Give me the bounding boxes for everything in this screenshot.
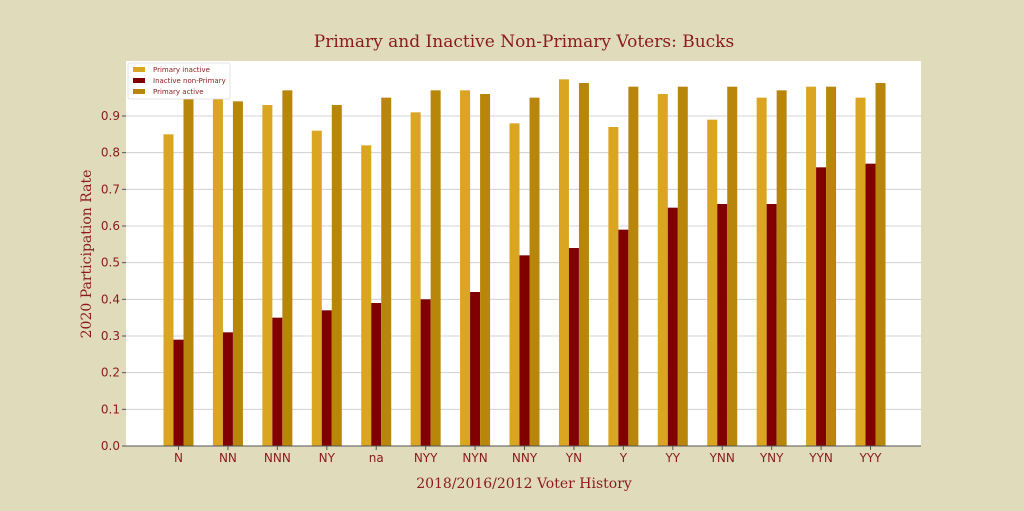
y-tick-label: 0.3 (101, 329, 120, 343)
y-tick-label: 0.1 (101, 402, 120, 416)
bar-primary-active-NNY (529, 97, 540, 447)
y-tick-label: 0.2 (101, 366, 120, 380)
chart-title: Primary and Inactive Non-Primary Voters:… (314, 32, 734, 52)
bar-primary-active-NY (331, 105, 342, 446)
bar-inactive-non-primary-YYY (865, 163, 876, 446)
bars-group (163, 79, 886, 447)
bar-primary-active-YNY (776, 90, 787, 446)
bar-primary-active-YYY (875, 83, 886, 446)
y-tick-label: 0.6 (101, 219, 120, 233)
bar-primary-active-NNN (282, 90, 293, 446)
x-tick-label: NY (319, 451, 336, 465)
bar-inactive-non-primary-N (173, 339, 184, 446)
y-axis-label: 2020 Participation Rate (79, 170, 95, 339)
bar-primary-active-NYY (430, 90, 441, 446)
bar-primary-inactive-NY (311, 130, 322, 446)
bar-inactive-non-primary-NNY (519, 255, 530, 446)
bar-primary-active-YNN (727, 86, 738, 447)
bar-primary-inactive-YY (657, 94, 668, 446)
bar-inactive-non-primary-YY (667, 207, 678, 446)
x-tick-label: YY (664, 451, 680, 465)
bar-inactive-non-primary-YNN (717, 204, 728, 446)
bar-primary-inactive-Y (608, 127, 619, 446)
y-tick-label: 0.0 (101, 439, 120, 453)
x-tick-label: NYN (462, 451, 487, 465)
bar-primary-active-N (183, 97, 194, 447)
legend-label: Primary active (153, 88, 204, 96)
bar-inactive-non-primary-YYN (816, 167, 827, 447)
legend-label: Inactive non-Primary (153, 77, 226, 85)
x-tick-label: YYY (859, 451, 883, 465)
x-tick-label: na (369, 451, 384, 465)
x-tick-label: NN (219, 451, 237, 465)
x-tick-label: YNY (759, 451, 784, 465)
bar-inactive-non-primary-na (371, 303, 382, 446)
bar-primary-inactive-YN (558, 79, 569, 446)
x-tick-label: YYN (808, 451, 833, 465)
x-axis-ticks: N NN NNN NY na NYY NYN NNY YN Y YY YNN YNY YYN YYY (174, 446, 882, 465)
bar-primary-active-NN (232, 101, 243, 446)
x-tick-label: NNY (512, 451, 538, 465)
bar-primary-inactive-YNN (707, 119, 718, 447)
bar-primary-inactive-NN (212, 83, 223, 446)
bar-inactive-non-primary-YN (568, 248, 579, 446)
bar-primary-active-na (381, 97, 392, 447)
bar-inactive-non-primary-NN (222, 332, 233, 446)
bar-primary-active-Y (628, 86, 639, 447)
bar-primary-inactive-NNN (262, 105, 273, 446)
legend-swatch (133, 78, 145, 83)
x-tick-label: NYY (414, 451, 438, 465)
y-tick-label: 0.8 (101, 146, 120, 160)
bar-primary-inactive-YNY (756, 97, 767, 447)
bar-primary-active-YN (578, 83, 589, 446)
legend-box (127, 62, 231, 100)
bar-inactive-non-primary-YNY (766, 204, 777, 446)
x-tick-label: YNN (709, 451, 735, 465)
legend-swatch (133, 89, 145, 94)
y-axis-ticks: 0.0 0.1 0.2 0.3 0.4 0.5 0.6 0.7 0.8 0.9 (101, 109, 126, 453)
x-axis-label: 2018/2016/2012 Voter History (416, 476, 632, 492)
bar-inactive-non-primary-NYY (420, 299, 431, 446)
bar-inactive-non-primary-NNN (272, 317, 283, 446)
x-tick-label: YN (565, 451, 582, 465)
legend-swatch (133, 67, 145, 72)
bar-primary-inactive-N (163, 134, 174, 447)
bar-inactive-non-primary-Y (618, 229, 629, 446)
x-tick-label: N (174, 451, 183, 465)
bar-primary-inactive-YYY (855, 97, 866, 447)
bar-primary-inactive-NYY (410, 112, 421, 446)
bar-primary-active-YY (677, 86, 688, 447)
y-tick-label: 0.5 (101, 256, 120, 270)
bar-inactive-non-primary-NYN (470, 292, 481, 446)
bar-inactive-non-primary-NY (321, 310, 332, 446)
legend-label: Primary inactive (153, 66, 210, 74)
bar-primary-inactive-na (361, 145, 372, 447)
bar-primary-inactive-NNY (509, 123, 520, 446)
bar-primary-active-NYN (480, 94, 491, 446)
legend: Primary inactive Inactive non-Primary Prim… (127, 62, 231, 100)
bar-primary-inactive-NYN (460, 90, 471, 446)
y-tick-label: 0.4 (101, 292, 120, 306)
bar-primary-inactive-YYN (806, 86, 817, 447)
x-tick-label: Y (619, 451, 628, 465)
x-tick-label: NNN (264, 451, 291, 465)
bar-primary-active-YYN (826, 86, 837, 447)
y-tick-label: 0.7 (101, 182, 120, 196)
y-tick-label: 0.9 (101, 109, 120, 123)
